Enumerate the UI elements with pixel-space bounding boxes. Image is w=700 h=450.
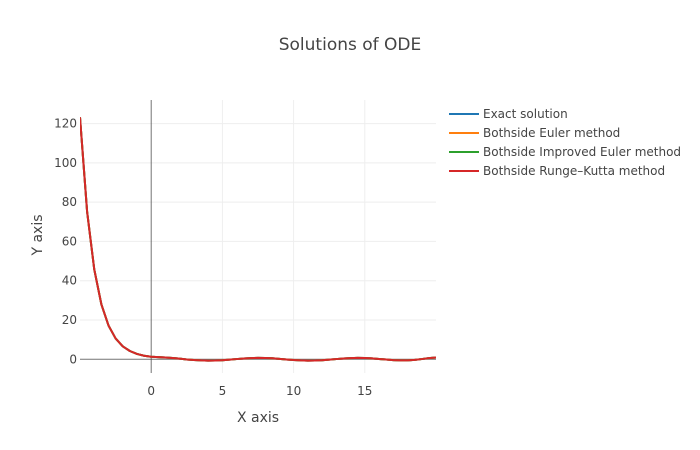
y-axis-title: Y axis xyxy=(30,214,46,256)
legend-label-0: Exact solution xyxy=(483,107,568,121)
tick-label-layer: 0 5 10 15 0 20 40 60 80 100 120 xyxy=(54,117,372,398)
series-line-3 xyxy=(80,117,436,362)
y-tick-label-6: 120 xyxy=(54,117,77,131)
legend-label-2: Bothside Improved Euler method xyxy=(483,145,681,159)
y-tick-label-3: 60 xyxy=(62,234,77,248)
legend: Exact solution Bothside Euler method Boths… xyxy=(449,107,681,178)
series-group xyxy=(80,117,436,362)
y-tick-label-1: 20 xyxy=(62,313,77,327)
y-tick-label-4: 80 xyxy=(62,195,77,209)
x-tick-label-2: 10 xyxy=(286,384,301,398)
x-tick-label-3: 15 xyxy=(357,384,372,398)
series-layer xyxy=(80,117,436,362)
x-tick-label-1: 5 xyxy=(219,384,227,398)
legend-label-3: Bothside Runge–Kutta method xyxy=(483,164,665,178)
x-axis-title: X axis xyxy=(237,410,279,426)
chart-title: Solutions of ODE xyxy=(279,35,422,55)
legend-label-1: Bothside Euler method xyxy=(483,126,620,140)
y-tick-label-2: 40 xyxy=(62,274,77,288)
y-tick-label-5: 100 xyxy=(54,156,77,170)
y-tick-label-0: 0 xyxy=(69,352,77,366)
grid-layer xyxy=(80,100,436,373)
x-tick-label-0: 0 xyxy=(147,384,155,398)
